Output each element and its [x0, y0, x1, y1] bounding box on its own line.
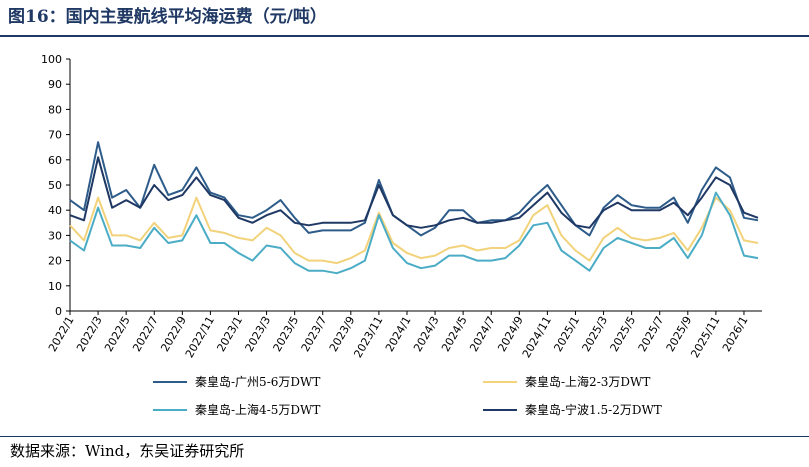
x-tick-label: 2023/1 — [214, 314, 245, 354]
x-tick-label: 2023/3 — [243, 314, 274, 354]
series-line-1 — [69, 141, 759, 237]
series-line-2 — [69, 196, 759, 265]
x-tick-label: 2024/5 — [439, 314, 470, 354]
y-tick-label: 40 — [48, 204, 62, 217]
title-divider — [0, 35, 809, 37]
y-tick-label: 70 — [48, 129, 62, 142]
x-tick-label: 2024/9 — [495, 314, 526, 354]
legend-label-2: 秦皇岛-上海2-3万DWT — [525, 374, 650, 389]
y-tick-label: 30 — [48, 229, 62, 242]
y-tick-label: 60 — [48, 154, 62, 167]
line-chart: 0 10 20 30 40 50 60 70 80 90 100 2022/12022/32022/5… — [41, 53, 762, 417]
x-tick-label: 2026/1 — [720, 314, 751, 354]
x-tick-label: 2024/7 — [467, 314, 498, 354]
legend-label-3: 秦皇岛-上海4-5万DWT — [195, 402, 320, 417]
chart-series — [69, 141, 759, 275]
series-line-3 — [69, 191, 759, 275]
chart-legend: 秦皇岛-广州5-6万DWT 秦皇岛-上海2-3万DWT 秦皇岛-上海4-5万DWT 秦… — [153, 374, 662, 417]
x-tick-label: 2022/9 — [158, 314, 189, 354]
x-tick-label: 2023/7 — [299, 314, 330, 354]
legend-label-4: 秦皇岛-宁波1.5-2万DWT — [525, 402, 662, 417]
figure-title: 图16：国内主要航线平均海运费（元/吨） — [8, 7, 327, 27]
x-tick-label: 2023/5 — [271, 314, 302, 354]
x-tick-label: 2025/3 — [580, 314, 611, 354]
y-tick-label: 100 — [41, 53, 62, 66]
y-tick-label: 10 — [48, 280, 62, 293]
x-tick-label: 2025/9 — [664, 314, 695, 354]
x-tick-label: 2025/1 — [551, 314, 582, 354]
footer-divider — [0, 436, 809, 437]
y-tick-label: 90 — [48, 78, 62, 91]
series-line-4 — [69, 156, 759, 229]
y-tick-label: 50 — [48, 179, 62, 192]
chart-axes: 0 10 20 30 40 50 60 70 80 90 100 2022/12022/32022/5… — [41, 53, 762, 360]
y-tick-label: 20 — [48, 255, 62, 268]
x-tick-label: 2024/1 — [383, 314, 414, 354]
x-tick-label: 2025/5 — [608, 314, 639, 354]
x-tick-label: 2022/5 — [102, 314, 133, 354]
x-tick-label: 2022/1 — [46, 314, 77, 354]
y-tick-label: 80 — [48, 103, 62, 116]
legend-label-1: 秦皇岛-广州5-6万DWT — [195, 374, 320, 389]
x-tick-label: 2022/3 — [74, 314, 105, 354]
y-tick-label: 0 — [55, 305, 62, 318]
x-tick-label: 2022/7 — [130, 314, 161, 354]
x-tick-label: 2024/3 — [411, 314, 442, 354]
x-tick-label: 2025/7 — [636, 314, 667, 354]
source-note: 数据来源：Wind，东吴证券研究所 — [10, 442, 245, 460]
x-tick-label: 2023/9 — [327, 314, 358, 354]
